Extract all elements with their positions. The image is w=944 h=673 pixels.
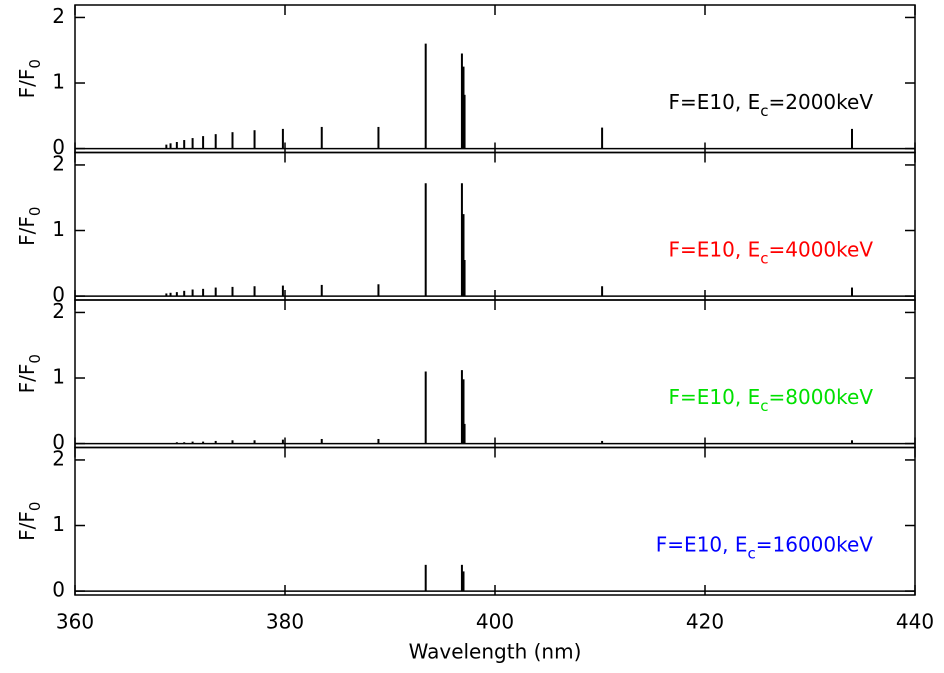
y-tick-label: 1 [52,365,65,389]
y-label-main: F/F [15,364,39,394]
annotation-text: =4000keV [768,237,873,261]
y-label-sub: 0 [26,502,44,512]
y-tick-label: 2 [52,151,65,175]
annotation-text: F=E10, E [669,90,761,114]
y-tick-label: 0 [52,283,65,307]
x-tick-label: 360 [56,610,94,634]
x-tick-label: 380 [266,610,304,634]
x-axis-label: Wavelength (nm) [409,640,582,664]
plot-frame [74,4,916,154]
y-label-sub: 0 [26,207,44,217]
y-tick-label: 1 [52,512,65,536]
y-tick-label: 1 [52,217,65,241]
annotation-text: =2000keV [768,90,873,114]
annotation-text: =8000keV [768,385,873,409]
y-tick-label: 0 [52,135,65,159]
y-label-main: F/F [15,216,39,246]
y-axis-label: F/F0 [15,354,44,393]
y-tick-label: 2 [52,299,65,323]
annotation-text: F=E10, E [669,385,761,409]
plot-frame [74,446,916,596]
annotation-text: F=E10, E [669,237,761,261]
annotation-text: F=E10, E [656,532,748,556]
y-axis-label: F/F0 [15,59,44,98]
y-label-sub: 0 [26,354,44,364]
y-tick-label: 1 [52,70,65,94]
annotation-text: =16000keV [756,532,874,556]
plot-frame [74,151,916,301]
x-tick-label: 440 [896,610,934,634]
y-tick-label: 0 [52,430,65,454]
annotation: F=E10, Ec=2000keV [669,90,874,120]
x-tick-label: 420 [686,610,724,634]
y-label-main: F/F [15,511,39,541]
y-axis-label: F/F0 [15,207,44,246]
y-axis-label: F/F0 [15,502,44,541]
annotation-sub: c [760,397,768,415]
annotation: F=E10, Ec=4000keV [669,237,874,267]
annotation-sub: c [760,102,768,120]
annotation: F=E10, Ec=16000keV [656,532,874,562]
x-tick-label: 400 [476,610,514,634]
annotation: F=E10, Ec=8000keV [669,385,874,415]
y-tick-label: 0 [52,578,65,602]
annotation-sub: c [760,249,768,267]
plot-frame [74,299,916,449]
y-tick-label: 2 [52,446,65,470]
y-label-sub: 0 [26,59,44,69]
annotation-sub: c [748,544,756,562]
y-tick-label: 2 [52,4,65,28]
y-label-main: F/F [15,69,39,99]
